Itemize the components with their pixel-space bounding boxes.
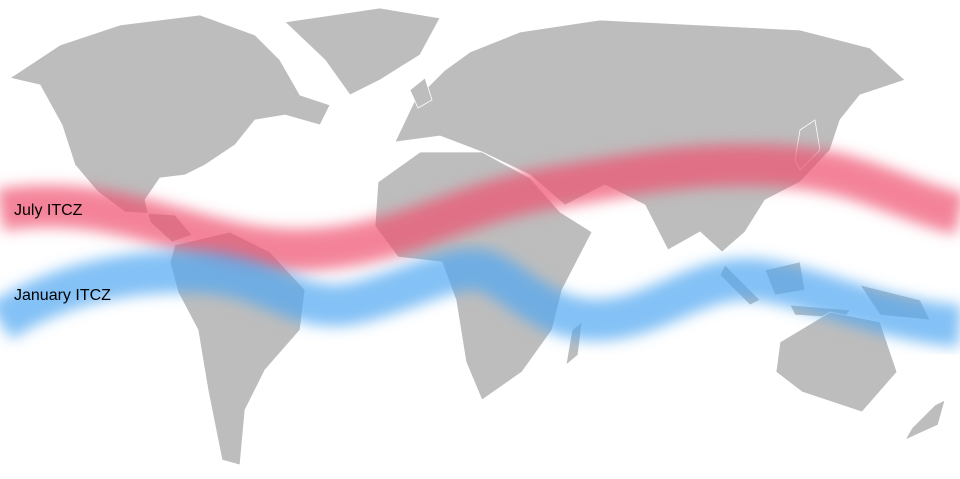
- january-itcz-label: January ITCZ: [14, 287, 111, 304]
- new-zealand: [904, 399, 946, 441]
- uk: [409, 77, 433, 109]
- july-itcz-label: July ITCZ: [14, 202, 83, 219]
- greenland: [284, 7, 441, 96]
- january-itcz-band: [0, 248, 960, 347]
- july-itcz-band: [0, 144, 960, 272]
